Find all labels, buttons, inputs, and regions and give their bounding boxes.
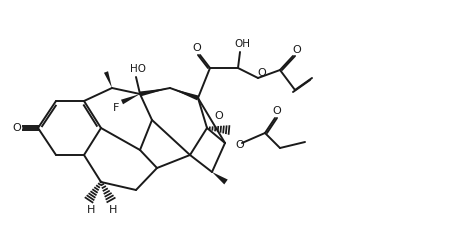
Text: OH: OH	[234, 39, 250, 49]
Polygon shape	[121, 94, 140, 104]
Polygon shape	[139, 88, 170, 96]
Text: O: O	[272, 106, 281, 116]
Polygon shape	[212, 172, 228, 184]
Text: H: H	[87, 205, 95, 215]
Text: O: O	[235, 140, 244, 150]
Text: O: O	[193, 43, 202, 53]
Text: O: O	[215, 111, 223, 121]
Text: O: O	[258, 68, 267, 78]
Text: O: O	[293, 45, 301, 55]
Text: HO: HO	[130, 64, 146, 74]
Polygon shape	[170, 88, 199, 100]
Polygon shape	[104, 71, 112, 88]
Text: O: O	[13, 123, 21, 133]
Text: H: H	[109, 205, 117, 215]
Text: F: F	[113, 103, 119, 113]
